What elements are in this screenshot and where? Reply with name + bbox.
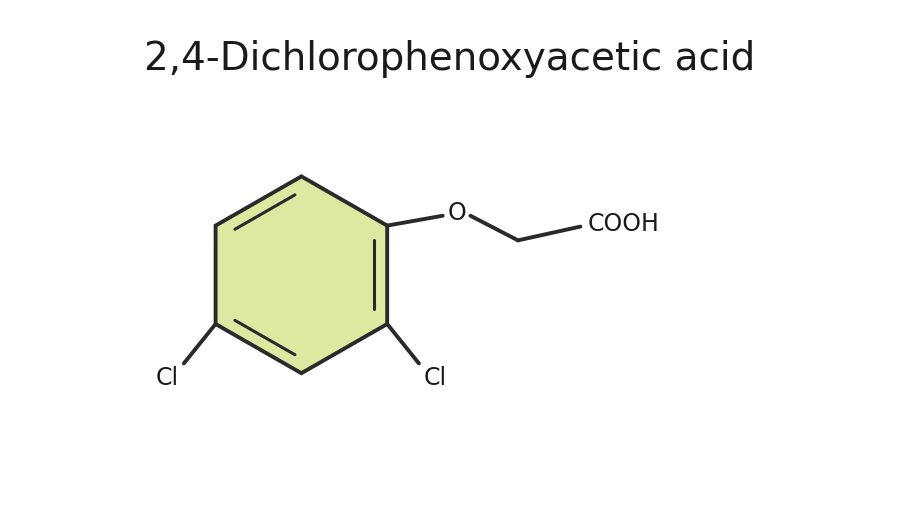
Text: O: O xyxy=(447,201,466,225)
Text: Cl: Cl xyxy=(424,366,447,390)
Text: COOH: COOH xyxy=(588,212,659,236)
Text: Cl: Cl xyxy=(156,366,179,390)
Polygon shape xyxy=(216,176,387,373)
Text: 2,4-Dichlorophenoxyacetic acid: 2,4-Dichlorophenoxyacetic acid xyxy=(144,40,756,78)
